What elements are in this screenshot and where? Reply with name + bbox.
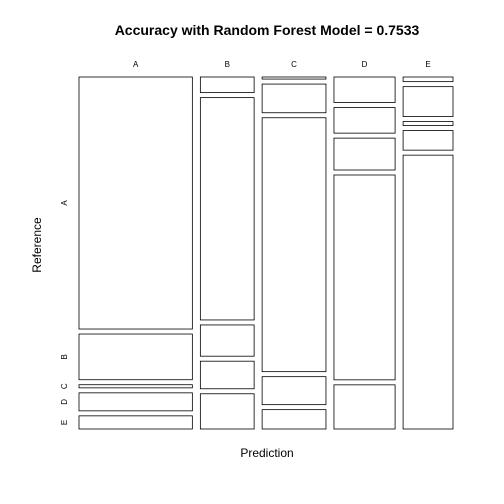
tile-pred-E-ref-E <box>402 154 454 430</box>
x-axis-title: Prediction <box>240 446 293 460</box>
tile-pred-C-ref-E <box>261 409 327 430</box>
column-label-E: E <box>425 60 430 69</box>
tile-pred-E-ref-D <box>402 130 454 151</box>
column-tick-labels: A B C D E <box>133 60 431 69</box>
column-label-B: B <box>225 60 230 69</box>
tile-pred-C-ref-A <box>261 76 327 80</box>
column-label-A: A <box>133 60 139 69</box>
tile-pred-B-ref-A <box>199 76 255 94</box>
tile-pred-B-ref-E <box>199 393 255 430</box>
column-label-C: C <box>291 60 297 69</box>
tile-pred-E-ref-C <box>402 121 454 126</box>
mosaic-tiles <box>78 76 454 430</box>
tile-pred-B-ref-C <box>199 324 255 357</box>
tile-pred-B-ref-B <box>199 97 255 321</box>
tile-pred-A-ref-C <box>78 384 193 389</box>
tile-pred-C-ref-D <box>261 376 327 406</box>
row-label-E: E <box>60 420 69 425</box>
row-label-C: C <box>60 383 69 389</box>
tile-pred-A-ref-D <box>78 392 193 412</box>
tile-pred-C-ref-C <box>261 117 327 373</box>
tile-pred-D-ref-B <box>333 107 396 134</box>
row-label-D: D <box>60 399 69 405</box>
tile-pred-A-ref-E <box>78 415 193 430</box>
row-label-A: A <box>60 200 69 206</box>
tile-pred-C-ref-B <box>261 83 327 114</box>
tile-pred-D-ref-C <box>333 137 396 171</box>
column-label-D: D <box>362 60 368 69</box>
tile-pred-A-ref-A <box>78 76 193 330</box>
y-axis-title: Reference <box>30 217 44 273</box>
tile-pred-B-ref-D <box>199 360 255 390</box>
tile-pred-D-ref-D <box>333 174 396 381</box>
tile-pred-D-ref-A <box>333 76 396 103</box>
row-tick-labels: A B C D E <box>60 200 69 425</box>
tile-pred-A-ref-B <box>78 333 193 381</box>
tile-pred-D-ref-E <box>333 384 396 430</box>
tile-pred-E-ref-B <box>402 86 454 117</box>
chart-title: Accuracy with Random Forest Model = 0.75… <box>115 22 420 38</box>
tile-pred-E-ref-A <box>402 76 454 83</box>
row-label-B: B <box>60 354 69 359</box>
